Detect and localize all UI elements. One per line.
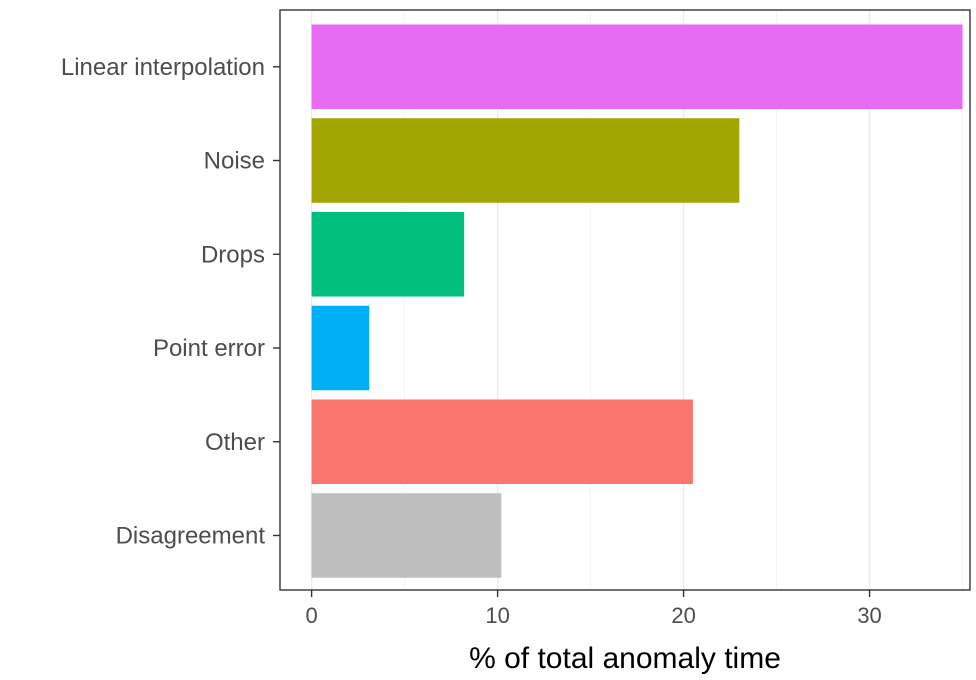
y-axis: Linear interpolation Noise Drops Point erro… — [61, 54, 280, 550]
bar-linear-interpolation — [311, 24, 963, 109]
y-tick-label: Point error — [153, 335, 265, 362]
y-tick-label: Drops — [201, 241, 265, 268]
bar-drops — [311, 212, 465, 297]
plot-panel-border — [279, 9, 971, 591]
bar-other — [311, 399, 693, 484]
bar-disagreement — [311, 493, 502, 578]
x-tick-label: 0 — [305, 603, 317, 628]
x-tick-label: 30 — [857, 603, 881, 628]
x-tick-label: 20 — [671, 603, 695, 628]
x-axis-title: % of total anomaly time — [469, 642, 781, 675]
y-tick-label: Other — [205, 429, 265, 456]
y-tick-label: Disagreement — [116, 523, 266, 550]
bar-point-error — [311, 305, 370, 391]
bars — [311, 24, 963, 578]
x-axis: 0 10 20 30 — [305, 590, 882, 628]
y-tick-label: Linear interpolation — [61, 54, 265, 81]
x-tick-label: 10 — [485, 603, 509, 628]
bar-noise — [311, 118, 740, 203]
y-tick-label: Noise — [204, 148, 265, 175]
